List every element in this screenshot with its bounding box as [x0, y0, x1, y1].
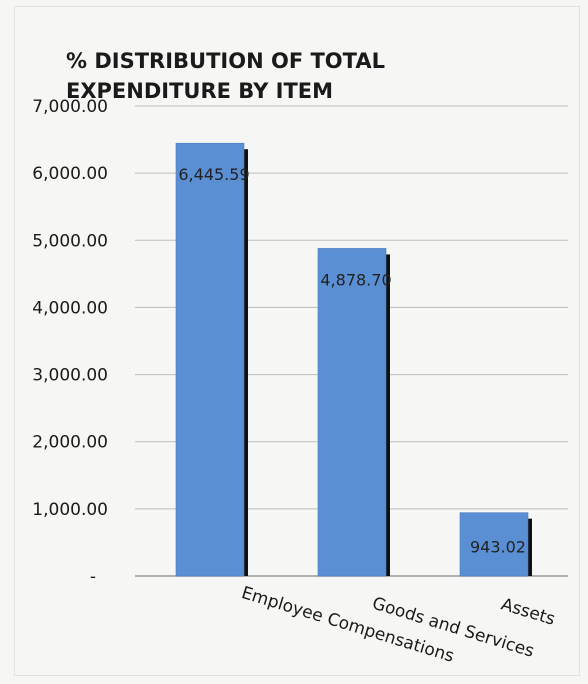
x-tick-label: Assets [499, 594, 558, 629]
data-label: 943.02 [470, 538, 526, 557]
y-tick-label: 2,000.00 [32, 433, 108, 453]
data-label: 6,445.59 [178, 165, 249, 184]
bar-shadow [243, 149, 248, 576]
bar [459, 512, 529, 577]
data-label: 4,878.70 [320, 270, 391, 289]
chart-border [14, 6, 580, 676]
chart-title-line-2: EXPENDITURE BY ITEM [66, 79, 333, 103]
y-tick-label: 1,000.00 [32, 500, 108, 520]
y-tick-label: 7,000.00 [32, 97, 108, 117]
y-tick-label: 6,000.00 [32, 164, 108, 184]
chart-title-line-1: % DISTRIBUTION OF TOTAL [66, 49, 385, 73]
y-tick-label: 3,000.00 [32, 366, 108, 386]
bar [317, 248, 387, 577]
y-tick-label: 4,000.00 [32, 298, 108, 318]
bar-shadow [385, 254, 390, 576]
bar-shadow [527, 518, 532, 576]
y-tick-label: 5,000.00 [32, 231, 108, 251]
bar [175, 142, 245, 577]
y-tick-label: - [90, 567, 96, 587]
